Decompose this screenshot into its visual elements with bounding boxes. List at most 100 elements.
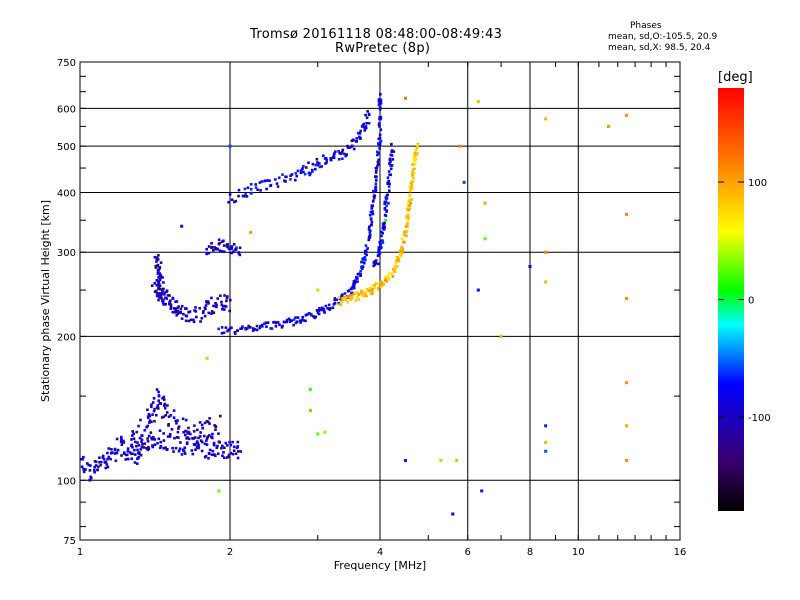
data-point bbox=[120, 454, 123, 457]
data-point bbox=[458, 144, 462, 148]
data-point bbox=[544, 117, 548, 121]
data-point bbox=[350, 145, 353, 148]
data-point bbox=[179, 307, 183, 311]
data-point bbox=[403, 458, 407, 462]
data-point bbox=[339, 152, 343, 156]
data-point bbox=[106, 457, 109, 461]
x-tick-label: 2 bbox=[227, 547, 233, 558]
data-point bbox=[357, 272, 361, 276]
data-point bbox=[363, 295, 366, 298]
data-point bbox=[368, 213, 372, 217]
data-point bbox=[341, 148, 345, 152]
data-point bbox=[411, 170, 415, 174]
data-point bbox=[329, 157, 333, 160]
data-point bbox=[295, 174, 299, 178]
data-point bbox=[390, 154, 394, 157]
data-point bbox=[249, 182, 253, 186]
data-point bbox=[221, 454, 224, 458]
data-point bbox=[173, 436, 176, 440]
data-point bbox=[408, 189, 412, 193]
data-point bbox=[296, 316, 300, 319]
data-point bbox=[483, 201, 487, 205]
data-point bbox=[323, 311, 326, 314]
data-point bbox=[183, 452, 187, 455]
colorbar-label: [deg] bbox=[718, 70, 753, 85]
data-point bbox=[344, 295, 348, 299]
data-point bbox=[399, 247, 403, 251]
data-point bbox=[314, 163, 318, 167]
data-point bbox=[210, 312, 213, 315]
data-point bbox=[163, 402, 167, 406]
data-point bbox=[198, 421, 202, 424]
data-point bbox=[377, 158, 380, 162]
data-point bbox=[200, 440, 204, 444]
data-point bbox=[607, 124, 611, 128]
data-point bbox=[203, 314, 207, 318]
data-point bbox=[416, 142, 420, 146]
data-point bbox=[379, 280, 383, 283]
data-point bbox=[193, 436, 197, 439]
data-point bbox=[82, 467, 85, 471]
data-point bbox=[352, 292, 356, 296]
data-point bbox=[235, 246, 238, 250]
data-point bbox=[294, 321, 298, 325]
data-point bbox=[169, 303, 172, 306]
data-point bbox=[194, 310, 198, 313]
data-point bbox=[151, 444, 154, 447]
data-point bbox=[89, 475, 93, 479]
data-point bbox=[372, 196, 376, 200]
data-point bbox=[263, 322, 266, 326]
data-point bbox=[222, 451, 225, 454]
data-point bbox=[187, 430, 191, 434]
data-point bbox=[228, 144, 232, 148]
data-point bbox=[285, 175, 288, 179]
data-point bbox=[206, 420, 210, 424]
data-point bbox=[217, 327, 220, 331]
data-point bbox=[389, 160, 392, 163]
data-point bbox=[80, 465, 84, 469]
data-point bbox=[259, 189, 262, 192]
data-point bbox=[334, 150, 337, 153]
data-point bbox=[140, 440, 143, 443]
y-tick-label: 400 bbox=[57, 188, 76, 199]
data-point bbox=[223, 294, 226, 297]
data-point bbox=[150, 436, 153, 440]
data-point bbox=[367, 238, 371, 241]
data-point bbox=[179, 441, 182, 444]
data-point bbox=[344, 297, 347, 300]
data-point bbox=[206, 300, 210, 303]
data-point bbox=[217, 432, 220, 435]
data-point bbox=[352, 139, 355, 142]
data-point bbox=[406, 221, 409, 225]
data-point bbox=[299, 319, 302, 322]
data-point bbox=[102, 457, 106, 461]
data-point bbox=[357, 298, 361, 301]
data-point bbox=[476, 100, 480, 104]
data-point bbox=[155, 256, 159, 259]
data-point bbox=[315, 309, 319, 312]
data-point bbox=[378, 107, 382, 110]
data-point bbox=[251, 329, 255, 332]
data-point bbox=[187, 310, 190, 314]
data-point bbox=[625, 113, 629, 117]
data-point bbox=[249, 187, 253, 191]
data-point bbox=[382, 283, 386, 286]
data-point bbox=[377, 99, 381, 103]
data-point bbox=[241, 194, 245, 198]
data-point bbox=[214, 305, 218, 308]
data-point bbox=[374, 182, 378, 186]
data-point bbox=[239, 450, 243, 453]
data-point bbox=[395, 259, 399, 263]
data-point bbox=[109, 457, 112, 461]
data-point bbox=[205, 247, 208, 251]
data-point bbox=[234, 248, 238, 251]
data-point bbox=[406, 225, 409, 228]
data-point bbox=[544, 440, 548, 444]
data-point bbox=[107, 447, 111, 450]
data-point bbox=[301, 315, 305, 319]
data-point bbox=[308, 387, 312, 391]
data-point bbox=[180, 224, 184, 228]
data-point bbox=[231, 250, 235, 254]
data-point bbox=[285, 318, 289, 322]
